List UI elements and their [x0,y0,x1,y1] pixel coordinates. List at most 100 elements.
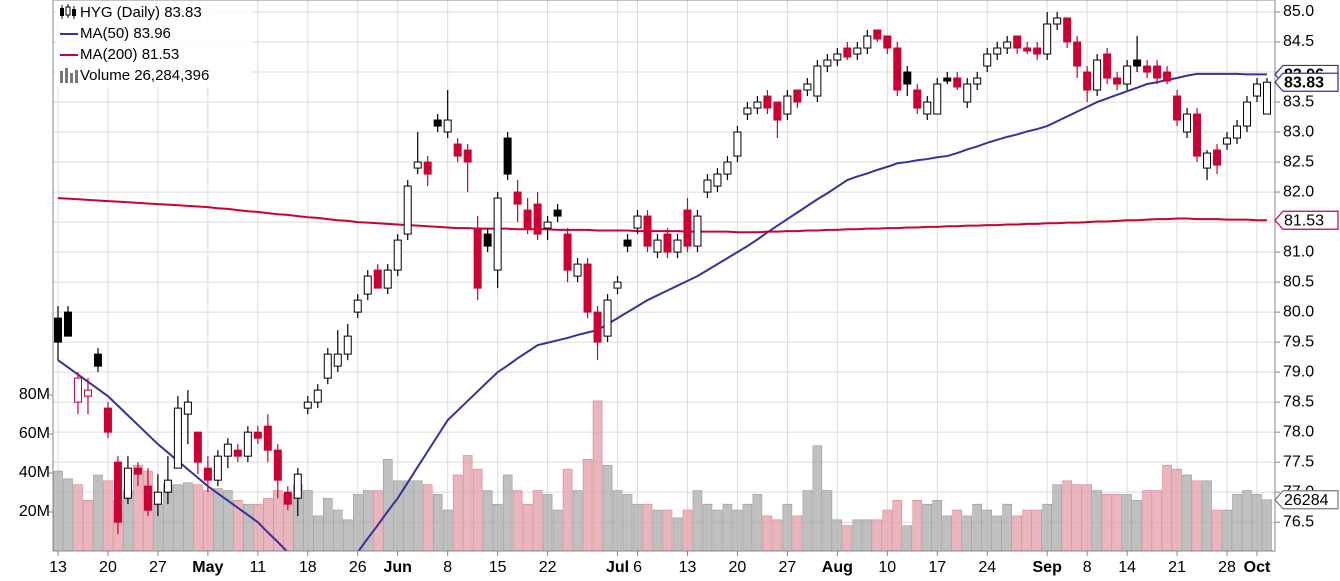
candle-body [763,95,772,109]
legend-ma200-value: 81.53 [142,46,180,63]
candle-body [343,335,352,355]
volume-bar [432,494,443,551]
legend-last-close: 83.83 [164,4,202,21]
candle-body [1253,83,1262,97]
candle-body [63,311,72,337]
candle-body [963,83,972,103]
volume-bar [1102,494,1112,551]
y-tick-label: 80.0 [1283,303,1314,320]
legend-title: HYG (Daily) [80,4,160,21]
candle-body [153,491,162,505]
volume-bar [562,468,573,551]
candle-body [303,401,312,409]
candle-body [933,83,942,115]
volume-bar [63,478,73,551]
volume-bar [882,509,893,551]
x-tick-label: Jul [606,559,629,576]
y-tick-label: 79.5 [1283,333,1314,350]
candle-body [563,233,572,271]
candle-body [1243,101,1252,127]
volume-bar [1092,490,1102,551]
volume-bar [263,498,273,551]
volume-badge-label: 26284 [1284,492,1329,509]
volume-bar [862,519,873,551]
volume-bar [412,480,423,551]
candle-body [1013,35,1022,49]
x-tick-label: 28 [1218,559,1236,576]
y-tick-label: 81.0 [1283,243,1314,260]
legend-ma50-value: 83.96 [133,25,171,42]
candle-body [693,215,702,247]
candle-body [913,89,922,109]
candle-body [323,353,332,379]
candle-body [1043,23,1052,55]
y-tick-label: 80.5 [1283,273,1314,290]
candle-body [843,47,852,58]
candle-body [1263,81,1272,115]
x-tick-label: 24 [978,559,996,576]
plot-area [53,0,1275,551]
candle-body [233,449,242,457]
candle-body [713,173,722,187]
volume-bar [992,515,1003,551]
volume-bar [852,519,863,551]
candle-body [813,65,822,97]
volume-bar [1082,484,1092,551]
candle-body [1083,71,1092,91]
volume-bar [183,482,193,551]
volume-bar [912,500,923,551]
legend-price: HYG (Daily) 83.83 [80,4,202,21]
x-tick-label: 21 [1168,559,1186,576]
legend-volume-name: Volume [80,67,130,84]
candle-body [203,467,212,481]
x-tick-label: Aug [822,559,853,576]
volume-bar [1142,490,1152,551]
candle-body [793,89,802,103]
volume-bar [203,490,213,551]
volume-bar [752,494,763,551]
candle-body [143,485,152,511]
volume-bar [762,515,773,551]
y-tick-label: 85.0 [1283,3,1314,20]
candle-body [753,101,762,109]
volume-bar [612,490,623,551]
candle-body [53,317,62,343]
y2-tick-label: 20M [19,503,50,520]
candle-body [173,407,182,469]
candle-body [113,461,122,523]
volume-bar [802,490,813,551]
y-tick-label: 79.0 [1283,363,1314,380]
volume-bar [922,503,933,551]
candle-body [93,353,102,367]
volume-bar [772,519,783,551]
volume-bar [1222,509,1232,551]
y-tick-label: 78.0 [1283,423,1314,440]
volume-bar [1022,509,1033,551]
volume-bar [422,484,433,551]
candle-body [363,275,372,295]
x-tick-label: Oct [1244,559,1271,576]
volume-bar [982,509,993,551]
legend-price-icon [60,4,76,19]
volume-bar [842,525,853,551]
candle-body [573,263,582,277]
x-tick-label: 13 [49,559,67,576]
volume-bar [1242,490,1252,551]
candle-body [1213,149,1222,166]
volume-bar [372,490,383,551]
volume-bar [1122,494,1132,551]
candle-body [383,269,392,289]
candle-body [593,311,602,343]
legend-ma50-name: MA(50) [80,25,129,42]
candle-body [983,53,992,67]
volume-bar [1002,503,1013,551]
candle-body [393,239,402,271]
volume-bar [722,503,733,551]
volume-bar [952,509,963,551]
volume-bar [692,490,703,551]
candle-body [1033,47,1042,55]
candle-body [243,431,252,457]
x-tick-label: 10 [878,559,896,576]
volume-bar [442,509,453,551]
volume-bar [502,474,513,551]
